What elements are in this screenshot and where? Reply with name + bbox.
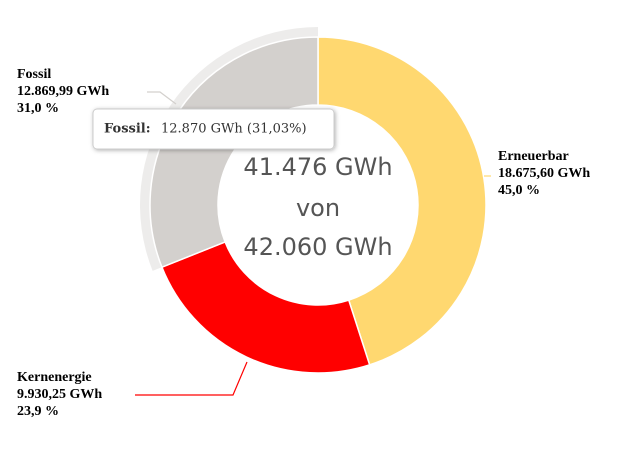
label-value: 9.930,25 GWh — [17, 387, 102, 402]
label-percent: 23,9 % — [17, 404, 59, 419]
connector — [147, 91, 177, 105]
label-percent: 45,0 % — [498, 183, 540, 198]
donut-segment — [317, 36, 487, 366]
center-text: 41.476 GWh — [243, 153, 392, 181]
center-text: 42.060 GWh — [243, 233, 392, 261]
label-name: Fossil — [17, 67, 51, 82]
label-percent: 31,0 % — [17, 101, 59, 116]
donut — [140, 27, 487, 374]
center-text: von — [296, 194, 340, 222]
label-name: Kernenergie — [17, 370, 92, 385]
tooltip-label: Fossil: — [104, 122, 151, 137]
label-value: 18.675,60 GWh — [498, 166, 590, 181]
tooltip: Fossil: 12.870 GWh (31,03%) — [92, 108, 335, 150]
label-name: Erneuerbar — [498, 149, 569, 164]
label-value: 12.869,99 GWh — [17, 84, 109, 99]
labels: Erneuerbar 18.675,60 GWh 45,0 % Kernenergie… — [17, 67, 590, 419]
connector — [135, 361, 248, 396]
tooltip-box — [92, 108, 335, 150]
tooltip-text: 12.870 GWh (31,03%) — [161, 122, 307, 137]
donut-segment — [149, 36, 319, 269]
donut-segment — [160, 241, 371, 374]
hover-halo — [140, 27, 318, 271]
